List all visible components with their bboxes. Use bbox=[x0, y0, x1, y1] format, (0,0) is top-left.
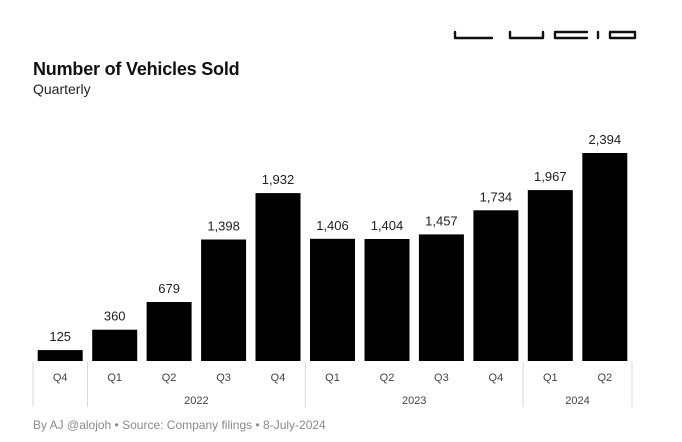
value-label: 1,406 bbox=[316, 218, 349, 233]
year-group-label: 2022 bbox=[184, 395, 208, 407]
bar bbox=[37, 350, 83, 361]
quarter-tick-label: Q4 bbox=[271, 372, 286, 384]
quarter-tick-label: Q4 bbox=[489, 372, 504, 384]
bar bbox=[310, 238, 355, 361]
footer-credit: By AJ @alojoh • Source: Company filings … bbox=[33, 418, 326, 432]
value-label: 2,394 bbox=[589, 132, 622, 147]
quarter-tick-label: Q1 bbox=[107, 372, 122, 384]
bar bbox=[146, 302, 192, 361]
quarter-tick-label: Q2 bbox=[380, 372, 395, 384]
value-label: 1,457 bbox=[425, 213, 458, 228]
value-label: 1,404 bbox=[371, 218, 404, 233]
bar bbox=[255, 193, 301, 361]
year-group-label: 2024 bbox=[565, 395, 589, 407]
quarter-tick-label: Q3 bbox=[434, 372, 449, 384]
value-label: 679 bbox=[158, 281, 180, 296]
value-label: 360 bbox=[104, 309, 126, 324]
chart-subtitle: Quarterly bbox=[33, 81, 91, 97]
quarter-tick-label: Q1 bbox=[543, 372, 558, 384]
chart-title: Number of Vehicles Sold bbox=[33, 59, 240, 79]
bar bbox=[418, 234, 464, 361]
bar bbox=[92, 329, 138, 361]
quarter-tick-label: Q1 bbox=[325, 372, 340, 384]
bar bbox=[473, 210, 519, 361]
quarter-tick-label: Q4 bbox=[53, 372, 68, 384]
value-label: 1,932 bbox=[262, 172, 295, 187]
value-label: 1,398 bbox=[207, 219, 240, 234]
quarter-tick-label: Q2 bbox=[597, 372, 612, 384]
value-label: 125 bbox=[49, 329, 71, 344]
value-label: 1,734 bbox=[480, 189, 513, 204]
value-label: 1,967 bbox=[534, 169, 567, 184]
bar bbox=[201, 239, 247, 361]
bar bbox=[364, 239, 410, 361]
quarter-tick-label: Q3 bbox=[216, 372, 231, 384]
lucid-logo bbox=[453, 30, 637, 40]
year-group-label: 2023 bbox=[402, 395, 426, 407]
bar bbox=[582, 153, 628, 361]
bar bbox=[527, 190, 573, 361]
quarter-tick-label: Q2 bbox=[162, 372, 177, 384]
